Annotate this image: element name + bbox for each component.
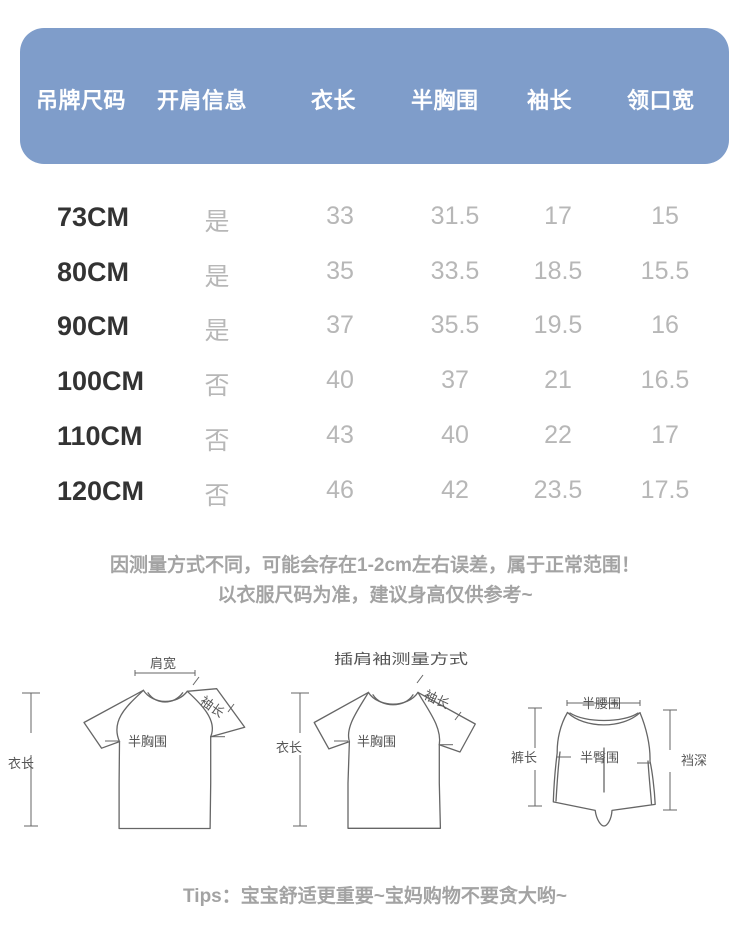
svg-text:插肩袖测量方式: 插肩袖测量方式 — [334, 651, 468, 667]
svg-text:衣长: 衣长 — [276, 740, 302, 755]
svg-text:裤长: 裤长 — [511, 750, 537, 765]
svg-text:裆深: 裆深 — [681, 753, 707, 768]
svg-text:衣长: 衣长 — [8, 756, 34, 771]
svg-text:半胸围: 半胸围 — [128, 734, 167, 749]
svg-text:半腰围: 半腰围 — [582, 696, 621, 711]
svg-text:半胸围: 半胸围 — [357, 734, 396, 749]
svg-text:肩宽: 肩宽 — [150, 656, 176, 671]
svg-text:半臀围: 半臀围 — [580, 750, 619, 765]
